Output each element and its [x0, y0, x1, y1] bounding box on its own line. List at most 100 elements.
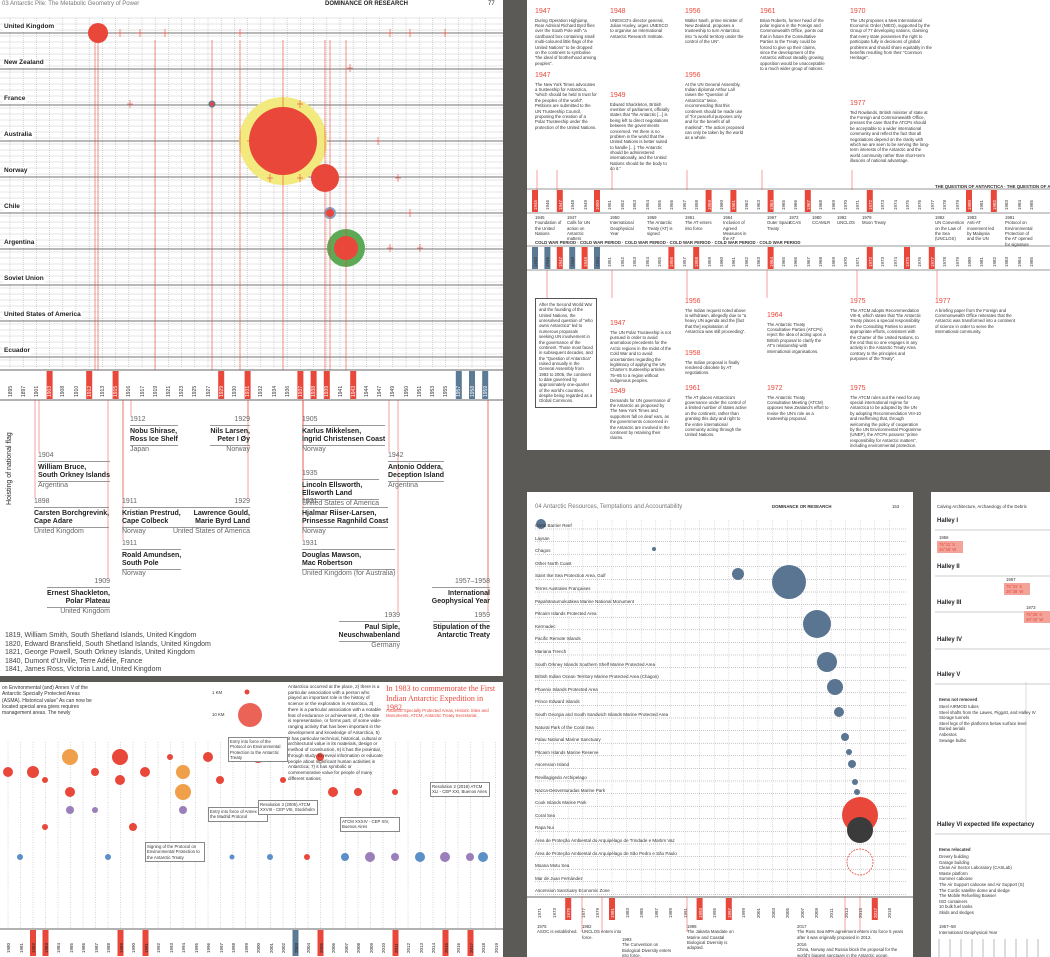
milestone: 1959 The Antarctic Treaty (AT) is signed [647, 215, 677, 236]
year-label: 2007 [343, 942, 349, 953]
block-year: 1977 [850, 100, 866, 107]
band-year: 1971 [855, 199, 861, 210]
area-label: Phoenix Islands Protected Area [535, 686, 598, 692]
year-marker [696, 898, 703, 920]
milestone-year: 1959 [647, 215, 657, 220]
milestone-text: Protocol on Environmental Protection of … [1005, 220, 1033, 247]
site-bubble [440, 852, 450, 862]
area-label: Mariana Trench [535, 649, 567, 654]
year-label: 2019 [493, 942, 499, 953]
year-label: 1979 [595, 907, 601, 918]
note-year: 1975 [537, 924, 547, 929]
milestone: 1983 Anti-AT movement led by Malaysia and… [967, 215, 997, 242]
annotation-place: United Kingdom (for Australia) [302, 569, 396, 578]
site-bubble [175, 784, 191, 800]
year-label: 1916 [126, 385, 133, 397]
year-label: 2017 [872, 907, 878, 918]
text-block: 1947 The UN Polar Trusteeship is not purs… [610, 320, 672, 383]
site-bubble [267, 854, 273, 860]
milestone-text: Inclusion of Agreed Measures in the AT [723, 220, 747, 242]
page-timeline: 1947 During Operation Highjump, Rear Admi… [527, 0, 1050, 450]
annotation-year: 1929 [210, 416, 250, 427]
annotation-year: 1912 [130, 416, 178, 427]
band-year: 1959 [706, 256, 712, 267]
year-marker [42, 930, 49, 956]
page-number: 77 [488, 1, 495, 7]
coord-label: 75°35' S 26°42' W [1026, 612, 1044, 623]
paragraph: on Environmental (and) Annex V of the An… [2, 685, 92, 716]
year-label: 1981 [18, 942, 24, 953]
year-marker [142, 930, 149, 956]
year-label: 2005 [318, 942, 324, 953]
list-item: Storage tunnels [939, 715, 970, 721]
year-label: 1991 [143, 942, 149, 953]
band-year: 1955 [657, 199, 662, 210]
year-label: 1950 [403, 385, 410, 397]
site-bubble [66, 806, 74, 814]
note-year: 2017 [797, 924, 807, 929]
annotation-text: South Pole [122, 560, 159, 568]
band-year: 1967 [805, 256, 811, 267]
band-year: 1981 [979, 256, 985, 267]
year-label: 1897 [20, 385, 27, 397]
year-label: 1983 [624, 907, 630, 918]
area-label: South Georgia and South Sandwich Islands… [535, 712, 669, 717]
site-bubble [105, 854, 111, 860]
year-marker [310, 371, 317, 399]
site-bubble [415, 852, 425, 862]
block-text: Edward Shackleton, British member of par… [610, 101, 670, 172]
block-text: The ATCM rules out the need for any spec… [850, 394, 922, 448]
list-item: ISO containers [939, 898, 968, 904]
area-label: Moana Motu Sea [535, 863, 570, 869]
text-block: 1977 A briefing paper from the Foreign an… [935, 298, 1015, 335]
block-year: 1975 [850, 385, 866, 392]
station-label: Halley II [937, 564, 960, 570]
site-bubble [3, 767, 13, 777]
list-item: The Air Support caboose and Air Support … [939, 882, 1025, 887]
band-year: 1970 [843, 199, 848, 210]
heading: In 1983 to commemorate the First Indian … [386, 684, 496, 713]
year-label: 2002 [281, 942, 286, 953]
timeline-graphic [527, 170, 1050, 298]
band-year: 1981 [979, 199, 985, 210]
year-label: 1895 [7, 385, 14, 397]
page-indian: on Environmental (and) Annex V of the An… [0, 682, 503, 957]
note: ATCM XXXIV - CEP XIV, Buenos Aires [340, 817, 400, 832]
country-label: Soviet Union [3, 275, 45, 283]
block-text: The ATCM adopts Recommendation VIII-8, w… [850, 307, 921, 361]
band-year: 1958 [694, 256, 700, 267]
block-year: 1947 [610, 320, 626, 327]
year-label: 1985 [639, 907, 645, 918]
milestone-text: Anti-AT movement led by Malaysia and the… [967, 220, 994, 242]
note-text: UNCLOS enters into force. [582, 929, 622, 940]
site-bubble [176, 765, 190, 779]
area-label: Saint Ilse Sea Protection Area, Gulf [535, 573, 606, 579]
annotation-text: Ernest Shackleton, [46, 590, 110, 598]
note-text: The Ross Sea MPA agreement enters into f… [797, 929, 904, 940]
station-year: 1967 [1006, 577, 1016, 582]
block-year: 1961 [685, 385, 701, 392]
milestone-text: International Geophysical Year [610, 220, 634, 237]
band-year: 1957 [681, 199, 687, 210]
band-year: 1977 [929, 199, 935, 210]
band-year: 1975 [905, 199, 910, 210]
milestone-text: CCAMLR [812, 220, 831, 226]
year-label: 2016 [456, 942, 461, 953]
country-label: Australia [3, 131, 33, 139]
area-label: Natural Park of the Coral Sea [535, 724, 594, 730]
annotation-place: United States of America [172, 527, 250, 536]
band-year: 1961 [731, 199, 737, 210]
milestone-text: The Antarctic Treaty (AT) is signed [647, 220, 673, 237]
milestone: 1964 Inclusion of Agreed Measures in the … [723, 215, 753, 242]
block-text: Walter Nash, prime minister of New Zeala… [685, 17, 744, 45]
band-year: 1950 [595, 256, 600, 267]
block-year: 1977 [935, 298, 951, 305]
text-block: 1961 The AT places Antarctica’s governanc… [685, 385, 747, 438]
annotation: 1911 Kristian Prestrud, Cape Colbeck Norway [122, 498, 181, 536]
band-year: 1965 [781, 199, 786, 210]
band-year: 1949 [582, 199, 588, 210]
note: 1975 ASOC is established. [537, 924, 587, 935]
note-year: 1982 [582, 924, 592, 929]
list-item: Clean Air Sector Laboratory (CASLab) [939, 865, 1012, 871]
annotation-year: 1898 [34, 498, 110, 509]
